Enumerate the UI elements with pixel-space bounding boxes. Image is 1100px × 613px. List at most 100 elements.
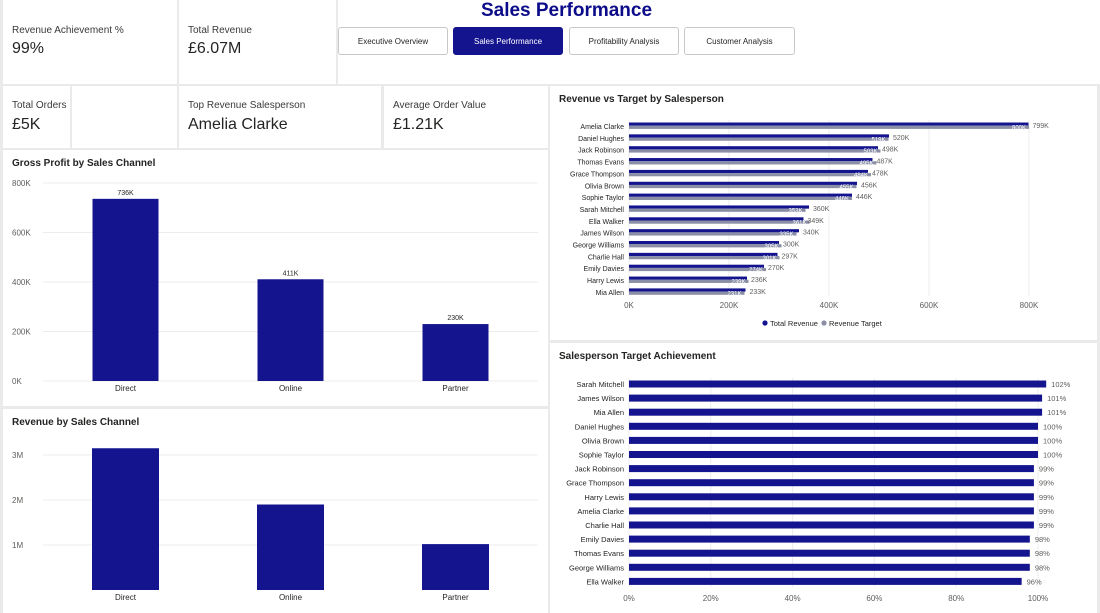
target-achievement-chart: 0% 20% 40% 60% 80% 100% Sarah Mitchell 102% Jame… — [566, 378, 1071, 603]
bar-total-revenue — [629, 264, 764, 268]
y-tick-label: Sophie Taylor — [582, 195, 625, 202]
data-label: 736K — [117, 190, 134, 197]
bar — [257, 279, 324, 381]
x-tick-label: 0% — [623, 594, 635, 603]
data-label: 98% — [1035, 563, 1050, 572]
bar-revenue-target — [629, 244, 782, 248]
bar-revenue-target — [629, 137, 889, 141]
bar-revenue-target — [629, 220, 810, 224]
tab-profitability-analysis[interactable]: Profitability Analysis — [569, 27, 679, 55]
data-label-target: 301K — [762, 256, 776, 262]
y-tick-label: Charlie Hall — [588, 254, 625, 261]
bar — [257, 504, 324, 590]
y-tick-label: Olivia Brown — [585, 183, 624, 190]
y-tick-label: 400K — [12, 278, 31, 287]
kpi-value: £1.21K — [393, 116, 444, 133]
data-label: 349K — [808, 218, 825, 225]
data-label: 98% — [1035, 549, 1050, 558]
bar-total-revenue — [629, 169, 868, 174]
bar-revenue-target — [629, 173, 871, 177]
bar — [422, 544, 489, 590]
data-label: 96% — [1027, 577, 1042, 586]
x-tick-label: 20% — [703, 594, 719, 603]
y-tick-label: Thomas Evans — [577, 160, 624, 167]
revenue-vs-target-chart: 0K 200K 400K 600K 800K Amelia Clarke 799K 800K D… — [570, 120, 1049, 328]
y-tick-label: James Wilson — [580, 231, 624, 238]
tab-executive-overview[interactable]: Executive Overview — [338, 27, 448, 55]
data-label: 297K — [782, 253, 799, 260]
y-tick-label: Jack Robinson — [578, 148, 624, 155]
bar — [629, 451, 1038, 458]
kpi-value: £6.07M — [188, 40, 242, 57]
y-tick-label: James Wilson — [577, 394, 624, 403]
tab-sales-performance[interactable]: Sales Performance — [453, 27, 563, 55]
y-tick-label: 3M — [12, 451, 23, 460]
y-tick-label: Jack Robinson — [575, 465, 624, 474]
x-tick-label: Partner — [442, 593, 469, 602]
y-tick-label: Sophie Taylor — [579, 451, 625, 460]
x-tick-label: 100% — [1028, 594, 1048, 603]
bar — [629, 394, 1043, 402]
revenue-channel-chart-card: Revenue by Sales Channel 1M 2M 3M Direct Onl… — [3, 409, 548, 613]
x-tick-label: 800K — [1020, 301, 1039, 310]
gross-profit-chart: 0K 200K 400K 600K 800K Direct 736K Online 411K Pa… — [12, 179, 538, 393]
y-tick-label: Ella Walker — [589, 219, 625, 226]
data-label: 99% — [1039, 521, 1054, 530]
x-tick-label: Online — [279, 593, 303, 602]
x-tick-label: 80% — [948, 594, 964, 603]
bar-total-revenue — [629, 276, 747, 280]
data-label: 100% — [1043, 422, 1063, 431]
y-tick-label: 600K — [12, 229, 31, 238]
chart-title: Salesperson Target Achievement — [559, 351, 716, 362]
bar-revenue-target — [629, 161, 877, 165]
y-tick-label: Olivia Brown — [582, 436, 624, 445]
kpi-card-top-salesperson: Top Revenue Salesperson Amelia Clarke — [179, 86, 381, 148]
bar-total-revenue — [629, 193, 852, 197]
bar-revenue-target — [629, 125, 1029, 129]
bar-revenue-target — [629, 267, 766, 272]
x-tick-label: Partner — [442, 384, 469, 393]
data-label-target: 305K — [764, 244, 778, 250]
tab-customer-analysis[interactable]: Customer Analysis — [684, 27, 795, 55]
y-tick-label: 200K — [12, 328, 31, 337]
bar-revenue-target — [629, 279, 749, 283]
y-tick-label: Charlie Hall — [585, 521, 624, 530]
kpi-card-total-orders: Total Orders £5K — [3, 86, 70, 148]
kpi-value: Amelia Clarke — [188, 116, 288, 133]
target-achievement-chart-card: Salesperson Target Achievement 0% 20% 40% 6… — [550, 343, 1097, 613]
bar-total-revenue — [629, 229, 799, 233]
data-label-target: 274K — [749, 268, 763, 274]
bar — [629, 563, 1030, 571]
y-tick-label: Amelia Clarke — [577, 507, 624, 516]
bar — [629, 493, 1034, 501]
y-tick-label: 0K — [12, 377, 22, 386]
bar-total-revenue — [629, 252, 778, 257]
kpi-label: Top Revenue Salesperson — [188, 100, 306, 111]
gross-profit-chart-card: Gross Profit by Sales Channel 0K 200K 400K… — [3, 150, 548, 406]
data-label: 456K — [861, 182, 878, 189]
y-tick-label: George Williams — [573, 243, 625, 250]
kpi-label: Total Revenue — [188, 25, 252, 36]
data-label: 270K — [768, 265, 785, 272]
chart-title: Revenue vs Target by Salesperson — [559, 94, 724, 105]
y-tick-label: 800K — [12, 179, 31, 188]
data-label: 99% — [1039, 465, 1054, 474]
bar-total-revenue — [629, 134, 889, 138]
data-label-target: 353K — [788, 208, 802, 214]
data-label: 101% — [1047, 408, 1067, 417]
y-tick-label: Sarah Mitchell — [576, 380, 624, 389]
data-label-target: 495K — [859, 161, 873, 167]
y-tick-label: Grace Thompson — [570, 171, 624, 178]
bar — [629, 521, 1034, 529]
x-tick-label: Online — [279, 384, 303, 393]
data-label: 236K — [751, 277, 768, 284]
data-label-target: 484K — [854, 173, 868, 179]
data-label-target: 519K — [871, 137, 885, 143]
kpi-label: Average Order Value — [393, 100, 487, 111]
y-tick-label: Sarah Mitchell — [580, 207, 625, 214]
data-label-target: 361K — [792, 220, 806, 226]
kpi-value: 99% — [12, 40, 45, 57]
legend-label: Revenue Target — [829, 319, 883, 328]
kpi-card-total-revenue: Total Revenue £6.07M — [179, 0, 336, 84]
y-tick-label: Amelia Clarke — [580, 124, 624, 131]
